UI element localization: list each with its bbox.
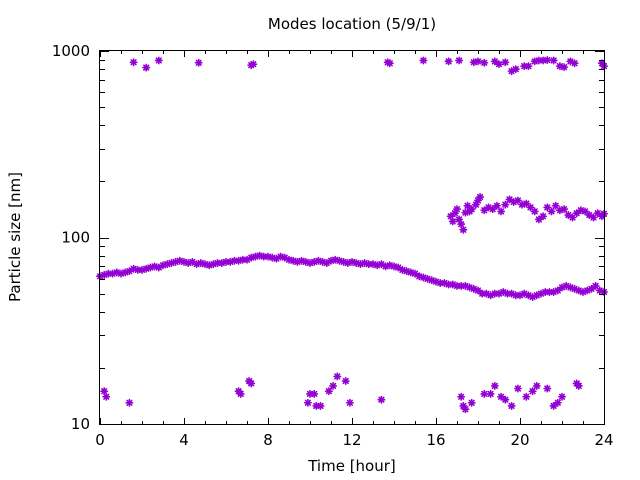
x-tick-label: 0 (95, 431, 105, 449)
data-point (524, 62, 533, 71)
data-point (457, 392, 466, 401)
data-point (385, 59, 394, 68)
data-point (539, 212, 548, 221)
data-point (333, 372, 342, 381)
data-point (341, 377, 350, 386)
y-tick-label: 100 (61, 229, 90, 247)
x-tick-label: 8 (263, 431, 273, 449)
data-point (444, 57, 453, 66)
data-point (324, 387, 333, 396)
data-point (480, 206, 489, 215)
data-point (553, 398, 562, 407)
data-point (513, 384, 522, 393)
data-point (530, 207, 539, 216)
data-point (570, 59, 579, 68)
data-point (452, 281, 462, 290)
data-point (194, 58, 203, 67)
data-point (154, 56, 163, 65)
data-point (492, 201, 501, 210)
data-point (494, 60, 504, 69)
data-point (452, 205, 462, 214)
data-point (461, 281, 470, 290)
data-point (549, 56, 558, 65)
data-point (125, 398, 134, 407)
x-axis-label: Time [hour] (307, 457, 396, 475)
x-tick-label: 20 (510, 431, 529, 449)
data-point (528, 387, 537, 396)
data-point (247, 379, 256, 388)
data-point (543, 55, 552, 64)
data-point (448, 217, 457, 226)
data-point (587, 284, 596, 293)
x-tick-label: 16 (426, 431, 445, 449)
data-point (486, 389, 495, 398)
data-point (522, 199, 531, 208)
data-point (507, 401, 516, 410)
data-point (461, 405, 470, 414)
data-point (551, 201, 560, 210)
y-axis: 10 100 1000 (52, 42, 604, 433)
data-point (467, 205, 476, 214)
plot-frame (99, 50, 605, 425)
x-tick-label: 4 (179, 431, 189, 449)
data-point (511, 65, 520, 74)
data-point (490, 381, 499, 390)
data-point (410, 269, 420, 278)
chart-title: Modes location (5/9/1) (268, 15, 436, 33)
data-points (96, 55, 609, 414)
data-point (459, 225, 468, 234)
data-point (501, 200, 510, 209)
data-point (543, 384, 552, 393)
data-point (476, 192, 485, 201)
data-point (574, 381, 583, 390)
data-point (522, 392, 531, 401)
data-point (249, 60, 258, 69)
data-point (549, 401, 558, 410)
data-point (467, 398, 476, 407)
data-point (589, 213, 598, 222)
data-point (419, 56, 428, 65)
y-tick-label: 10 (71, 415, 90, 433)
data-point (501, 58, 510, 67)
data-point (547, 207, 556, 216)
data-point (236, 389, 245, 398)
x-tick-label: 12 (342, 431, 361, 449)
data-point (480, 389, 489, 398)
data-point (553, 286, 562, 295)
data-point (497, 207, 506, 216)
data-point (316, 401, 325, 410)
data-point (560, 205, 569, 214)
data-point (377, 395, 386, 404)
data-point (501, 395, 510, 404)
data-point (310, 389, 319, 398)
data-point (329, 381, 338, 390)
data-point (526, 203, 535, 212)
y-axis-label: Particle size [nm] (6, 172, 24, 302)
data-point (560, 63, 569, 72)
data-point (129, 58, 138, 67)
data-point (345, 398, 354, 407)
data-point (102, 392, 111, 401)
data-point (593, 209, 602, 218)
data-point (457, 220, 466, 229)
x-axis: 0 4 8 12 16 20 24 (95, 51, 614, 449)
data-point (303, 398, 312, 407)
data-point (480, 58, 489, 67)
x-tick-label: 24 (594, 431, 613, 449)
data-point (557, 392, 567, 401)
data-point (568, 213, 577, 222)
data-point (528, 292, 537, 301)
data-point (473, 57, 483, 66)
data-point (532, 381, 541, 390)
y-tick-label: 1000 (52, 42, 90, 60)
data-point (455, 56, 464, 65)
data-point (142, 63, 151, 72)
data-point (100, 387, 109, 396)
